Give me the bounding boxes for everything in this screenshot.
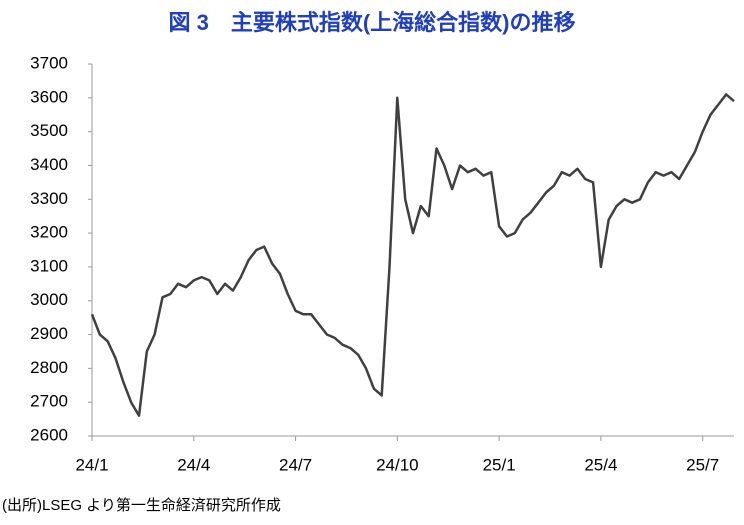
x-tick-label: 25/4 (584, 455, 617, 474)
x-tick-label: 25/7 (686, 455, 719, 474)
y-tick-label: 3400 (30, 155, 68, 174)
y-tick-label: 2600 (30, 425, 68, 444)
y-tick-label: 3500 (30, 121, 68, 140)
y-tick-label: 3600 (30, 87, 68, 106)
price-line (90, 93, 735, 417)
x-tick-label: 24/7 (279, 455, 312, 474)
source-note: (出所)LSEG より第一生命経済研究所作成 (2, 496, 281, 514)
chart-title: 図 3 主要株式指数(上海総合指数)の推移 (168, 10, 575, 35)
y-tick-label: 2800 (30, 358, 68, 377)
x-tick-label: 24/4 (177, 455, 210, 474)
y-tick-label: 3000 (30, 290, 68, 309)
y-tick-label: 3700 (30, 53, 68, 72)
y-tick-label: 3300 (30, 189, 68, 208)
x-tick-label: 24/1 (75, 455, 108, 474)
x-tick-label: 24/10 (376, 455, 419, 474)
x-tick-label: 25/1 (483, 455, 516, 474)
y-tick-label: 2900 (30, 324, 68, 343)
y-tick-label: 3200 (30, 223, 68, 242)
y-tick-label: 3100 (30, 256, 68, 275)
y-tick-label: 2700 (30, 392, 68, 411)
